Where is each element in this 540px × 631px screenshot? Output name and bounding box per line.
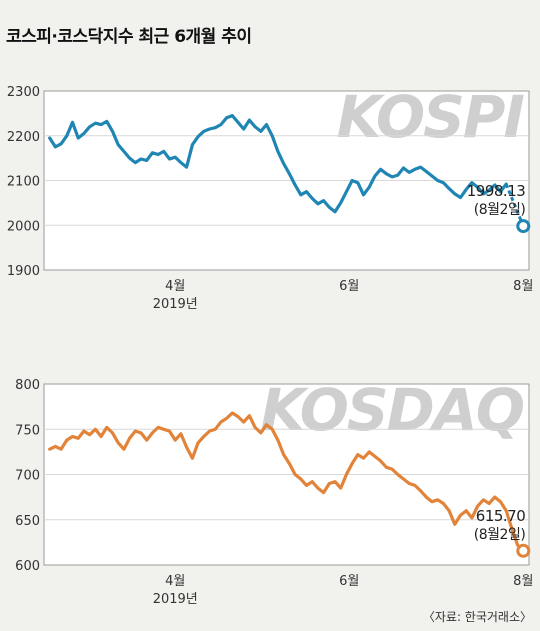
y-tick-label: 800 xyxy=(15,378,40,393)
x-tick-label: 6월 xyxy=(339,574,359,589)
kospi-chart: KOSPI 1900 2000 2100 2200 2300 4월 6월 8월 2019년 1998… xyxy=(7,83,534,312)
watermark-label: KOSDAQ xyxy=(260,376,523,444)
y-tick-label: 2200 xyxy=(7,130,40,145)
last-point-marker xyxy=(516,543,531,558)
year-label: 2019년 xyxy=(153,592,198,607)
series-line xyxy=(48,113,508,214)
y-tick-label: 1900 xyxy=(7,264,40,279)
kosdaq-chart: KOSDAQ 600 650 700 750 800 4월 6월 8월 2019년 615.70 (8… xyxy=(15,376,533,607)
y-tick-label: 700 xyxy=(15,469,40,484)
last-date-label: (8월2일) xyxy=(474,527,526,543)
y-tick-label: 750 xyxy=(15,423,40,438)
watermark-label: KOSPI xyxy=(337,83,525,151)
last-value-label: 1998.13 xyxy=(467,182,526,200)
y-tick-label: 2300 xyxy=(7,85,40,100)
y-tick-label: 2000 xyxy=(7,219,40,234)
y-tick-label: 2100 xyxy=(7,175,40,190)
source-note: 〈자료: 한국거래소〉 xyxy=(422,610,532,624)
x-tick-label: 8월 xyxy=(513,574,533,589)
y-tick-label: 600 xyxy=(15,559,40,574)
last-date-label: (8월2일) xyxy=(474,202,526,218)
last-value-label: 615.70 xyxy=(476,507,526,525)
x-tick-label: 6월 xyxy=(339,279,359,294)
y-tick-label: 650 xyxy=(15,514,40,529)
last-point-marker xyxy=(516,219,531,234)
year-label: 2019년 xyxy=(153,297,198,312)
x-tick-label: 8월 xyxy=(513,279,533,294)
series-tail xyxy=(504,183,525,227)
x-tick-label: 4월 xyxy=(165,279,185,294)
x-tick-label: 4월 xyxy=(165,574,185,589)
chart-title: 코스피·코스닥지수 최근 6개월 추이 xyxy=(6,27,252,47)
series-line xyxy=(48,411,520,547)
